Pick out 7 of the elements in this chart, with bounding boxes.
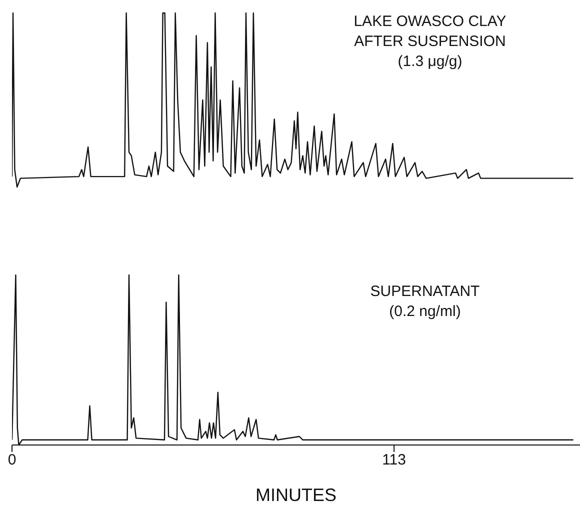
text: (1.3 μg/g) xyxy=(396,52,464,72)
text: SUPERNATANT xyxy=(369,282,481,302)
x-axis-title: MINUTES xyxy=(256,485,336,505)
x-tick-label: 0 xyxy=(8,452,16,469)
text: LAKE OWASCO CLAY AFTER SUSPENSION xyxy=(352,12,508,52)
x-tick-label: 113 xyxy=(382,452,406,469)
text: (0.2 ng/ml) xyxy=(388,302,462,322)
